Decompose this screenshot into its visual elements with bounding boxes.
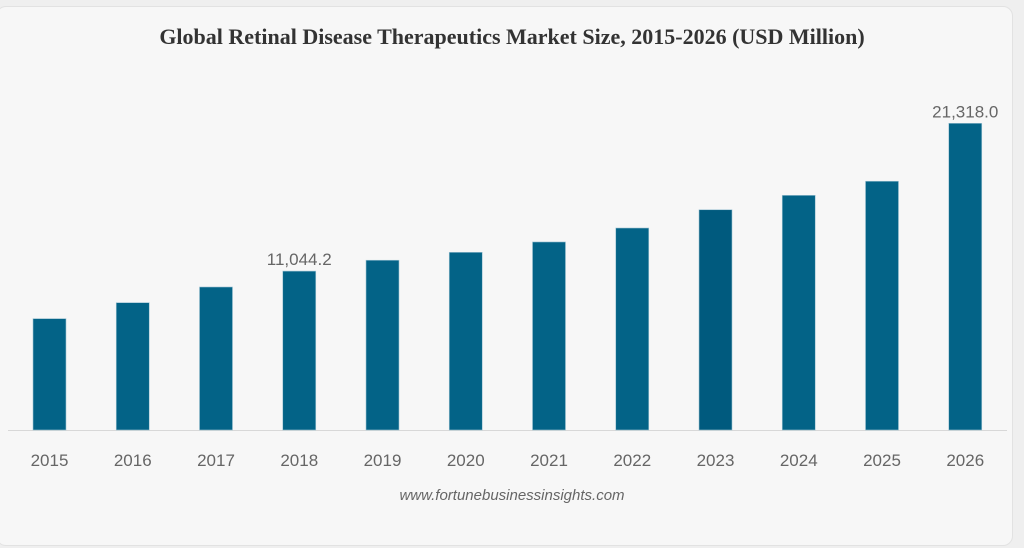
x-tick-label-2021: 2021 [530, 451, 568, 470]
bar-2020[interactable] [448, 252, 483, 431]
bar-2022[interactable] [615, 227, 650, 431]
x-tick-label-2015: 2015 [31, 451, 69, 470]
x-tick-label-2018: 2018 [280, 451, 318, 470]
bar-2025[interactable] [865, 180, 899, 431]
source-credit: www.fortunebusinessinsights.com [399, 487, 625, 504]
chart-card [0, 6, 1013, 546]
bar-2023[interactable] [698, 209, 733, 431]
chart-title: Global Retinal Disease Therapeutics Mark… [159, 24, 865, 49]
x-tick-label-2023: 2023 [697, 451, 735, 470]
x-tick-label-2025: 2025 [863, 451, 901, 470]
bar-2026[interactable] [948, 123, 983, 431]
x-tick-label-2020: 2020 [447, 451, 485, 470]
x-tick-label-2016: 2016 [114, 451, 152, 470]
bar-2015[interactable] [32, 318, 67, 431]
data-label-2026: 21,318.0 [932, 102, 998, 121]
x-tick-label-2024: 2024 [780, 451, 818, 470]
bar-2017[interactable] [199, 286, 233, 431]
x-tick-label-2026: 2026 [946, 451, 984, 470]
bar-2021[interactable] [532, 241, 566, 431]
x-tick-label-2017: 2017 [197, 451, 235, 470]
bar-2019[interactable] [365, 259, 400, 431]
x-tick-label-2019: 2019 [364, 451, 402, 470]
bar-2016[interactable] [115, 302, 150, 431]
data-label-2018: 11,044.2 [267, 250, 332, 269]
bar-2024[interactable] [781, 195, 816, 431]
bar-2018[interactable] [282, 270, 317, 431]
x-tick-label-2022: 2022 [613, 451, 651, 470]
